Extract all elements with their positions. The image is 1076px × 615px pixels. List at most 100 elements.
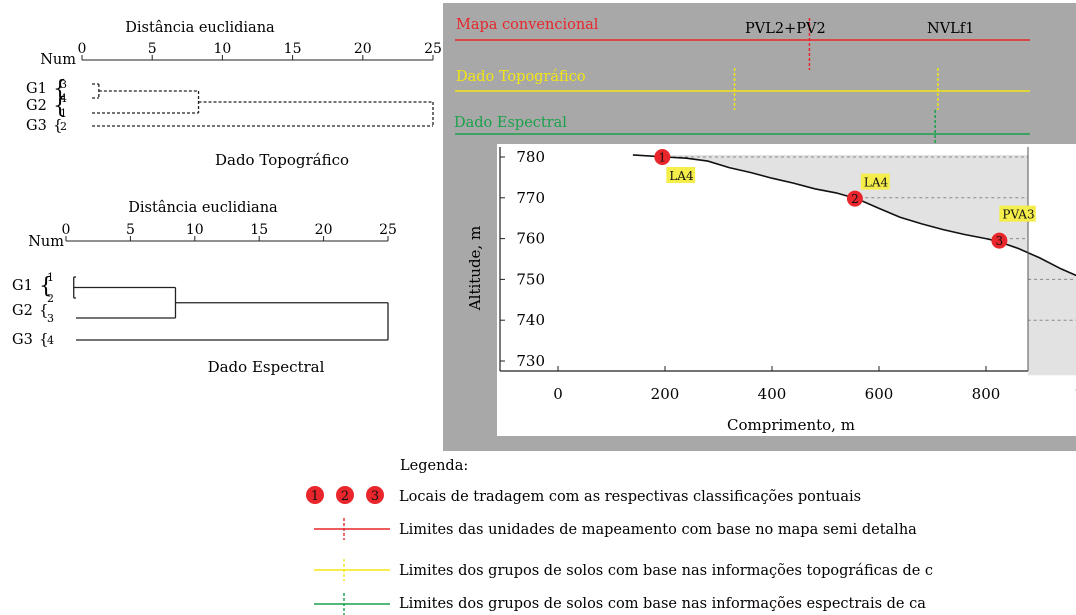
dendrogram-group-label: G3 (12, 332, 33, 348)
dendrogram-tick-label: 15 (284, 41, 302, 57)
x-tick-labels: 020040060080010001200 (553, 385, 1076, 403)
dendrogram-tick-label: 20 (354, 41, 372, 57)
y-tick-label: 770 (516, 189, 545, 207)
boundary-row-topographic: Dado Topográfico (455, 68, 1030, 110)
dendrogram-group-label: G1 (12, 278, 33, 294)
legend-item-topographic: Limites dos grupos de solos com base nas… (399, 563, 933, 579)
dendrogram-topo-axis-title: Distância euclidiana (125, 20, 275, 36)
sampling-point-number: 2 (851, 192, 859, 206)
dendrogram-group-brace: { (53, 77, 67, 102)
dendrogram-leaf-number: 2 (47, 292, 54, 305)
dendrogram-tick-label: 10 (213, 41, 231, 57)
legend-point-marker (306, 486, 324, 504)
dendrogram-tick-label: 25 (424, 41, 442, 57)
dendrogram-topographic: Distância euclidiana Num 0 5 10 15 20 25 34 12… (26, 20, 442, 169)
profile-shaded-area (632, 154, 1076, 376)
y-tick-label: 780 (516, 148, 545, 166)
x-axis-label: Comprimento, m (727, 416, 855, 434)
y-tick-label: 740 (516, 311, 545, 329)
x-tick-label: 800 (972, 385, 1001, 403)
legend-yellow-boundary-icon (314, 559, 390, 581)
legend-point-number: 1 (311, 489, 319, 504)
boundary-label-topographic: Dado Topográfico (456, 69, 586, 85)
y-axis-label: Altitude, m (466, 226, 484, 311)
dendrogram-tick-label: 5 (126, 222, 135, 238)
sampling-point-marker (654, 149, 671, 165)
sampling-point-number: 1 (659, 151, 667, 165)
dendrogram-spec-num-label: Num (28, 234, 64, 250)
dendrogram-leaf-number: 2 (60, 120, 67, 133)
dendrogram-leaf-number: 4 (47, 334, 54, 347)
legend-item-points: Locais de tradagem com as respectivas cl… (399, 489, 861, 505)
altitude-profile-plot: 020040060080010001200 730740750760770780… (466, 147, 1076, 434)
dendrogram-leaf-number: 1 (47, 271, 54, 284)
x-tick-label: 200 (651, 385, 680, 403)
dendrogram-spectral: Distância euclidiana Num 0 5 10 15 20 25 1 2 3 4… (12, 200, 397, 376)
y-tick-label: 730 (516, 352, 545, 370)
dendrogram-group-brace: { (39, 301, 49, 319)
sampling-point-label: LA4 (864, 176, 889, 190)
boundary-row-spectral: Dado Espectral (454, 110, 1030, 147)
legend-item-spectral: Limites dos grupos de solos com base nas… (399, 596, 926, 612)
dendrogram-group-brace: { (53, 94, 67, 119)
dendrogram-group-brace: { (39, 330, 49, 348)
dendrogram-spec-tree (73, 276, 389, 341)
dendrogram-leaf-number: 3 (47, 312, 54, 325)
dendrogram-spec-axis: 0 5 10 15 20 25 (62, 222, 397, 242)
legend-green-boundary-icon (314, 593, 390, 615)
dendrogram-group-brace: { (39, 274, 53, 299)
legend: Legenda: 1 2 3 Locais de tradagem com as r… (306, 458, 933, 615)
boundary-label-conventional: Mapa convencional (456, 17, 599, 33)
boundary-row-conventional: Mapa convencional PVL2+PV2 NVLf1 (455, 17, 1030, 70)
legend-point-number: 3 (371, 489, 379, 504)
sampling-point-label-bg (666, 167, 696, 183)
sampling-point-label: PVA3 (1002, 208, 1034, 222)
dendrogram-spec-caption: Dado Espectral (208, 358, 325, 376)
dendrogram-tick-label: 10 (186, 222, 204, 238)
sampling-points: 1LA42LA43PVA34NV2 (654, 149, 1036, 249)
conventional-unit-label-0: PVL2+PV2 (745, 21, 826, 37)
sampling-point-label-bg (860, 173, 890, 190)
dendrogram-group-brace: { (53, 116, 63, 134)
legend-marker-icons: 1 2 3 (306, 486, 384, 504)
y-tick-label: 750 (516, 270, 545, 288)
sampling-point-marker (991, 232, 1008, 249)
dendrogram-tick-label: 20 (315, 222, 333, 238)
boundary-label-spectral: Dado Espectral (454, 115, 567, 131)
dendrogram-group-label: G2 (12, 303, 33, 319)
dendrogram-tick-label: 25 (379, 222, 397, 238)
dendrogram-tick-label: 0 (78, 41, 87, 57)
dendrogram-topo-axis: 0 5 10 15 20 25 (78, 41, 442, 61)
dendrogram-group-label: G2 (26, 98, 47, 114)
dendrogram-tick-label: 15 (250, 222, 268, 238)
y-tick-labels: 730 740 750 760 770 780 (516, 148, 545, 370)
dendrogram-leaf-number: 1 (60, 107, 67, 120)
dendrogram-group-label: G3 (26, 118, 47, 134)
sampling-point-3: 3 PVA3 (991, 205, 1036, 249)
legend-title: Legenda: (400, 458, 468, 474)
y-tick-label: 760 (516, 230, 545, 248)
dendrogram-leaf-number: 3 (60, 78, 67, 91)
x-tick-label: 0 (553, 385, 563, 403)
legend-point-number: 2 (341, 489, 349, 504)
dendrogram-topo-caption: Dado Topográfico (215, 151, 349, 169)
dendrogram-group-label: G1 (26, 81, 47, 97)
conventional-unit-label-1: NVLf1 (927, 21, 974, 37)
legend-point-marker (336, 486, 354, 504)
dendrogram-leaf-number: 4 (60, 92, 67, 105)
sampling-point-label-bg (999, 205, 1036, 222)
dendrogram-topo-tree (92, 83, 434, 127)
x-tick-label: 600 (865, 385, 894, 403)
legend-red-boundary-icon (314, 518, 390, 540)
profile-line (632, 154, 1076, 277)
dendrogram-topo-group-labels: 34 12 G1 { G2 { G3 { (26, 77, 67, 134)
sampling-point-number: 3 (996, 234, 1004, 248)
boundary-cuts-conventional (808, 18, 811, 70)
legend-item-conventional: Limites das unidades de mapeamento com b… (399, 522, 917, 538)
sampling-point-marker (846, 190, 863, 207)
sampling-point-2: 2 LA4 (846, 173, 890, 207)
dendrogram-spec-group-labels: 1 2 3 4 G1 { G2 { G3 { (12, 271, 54, 348)
plot-axes (499, 147, 1029, 372)
dendrogram-topo-num-label: Num (40, 52, 76, 68)
